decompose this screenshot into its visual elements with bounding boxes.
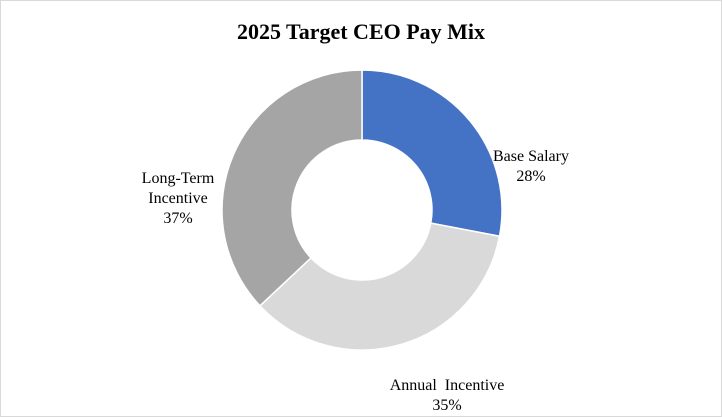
value-label-long-term-incentive: 37% (163, 210, 192, 227)
chart-title: 2025 Target CEO Pay Mix (237, 19, 485, 44)
category-label-long-term-incentive: Incentive (148, 190, 208, 207)
category-label-base-salary: Base Salary (493, 148, 569, 165)
slice-base-salary (361, 69, 503, 238)
value-label-annual-incentive: 35% (432, 397, 461, 414)
category-label-long-term-incentive: Long-Term (142, 170, 215, 187)
value-label-base-salary: 28% (516, 168, 545, 185)
slice-annual-incentive (258, 222, 501, 351)
slice-long-term-incentive (221, 69, 363, 307)
category-label-annual-incentive: Annual Incentive (390, 377, 505, 394)
donut-slices (221, 69, 503, 351)
slice-labels: Base Salary 28% Annual Incentive 35% Long-Te… (142, 148, 569, 414)
